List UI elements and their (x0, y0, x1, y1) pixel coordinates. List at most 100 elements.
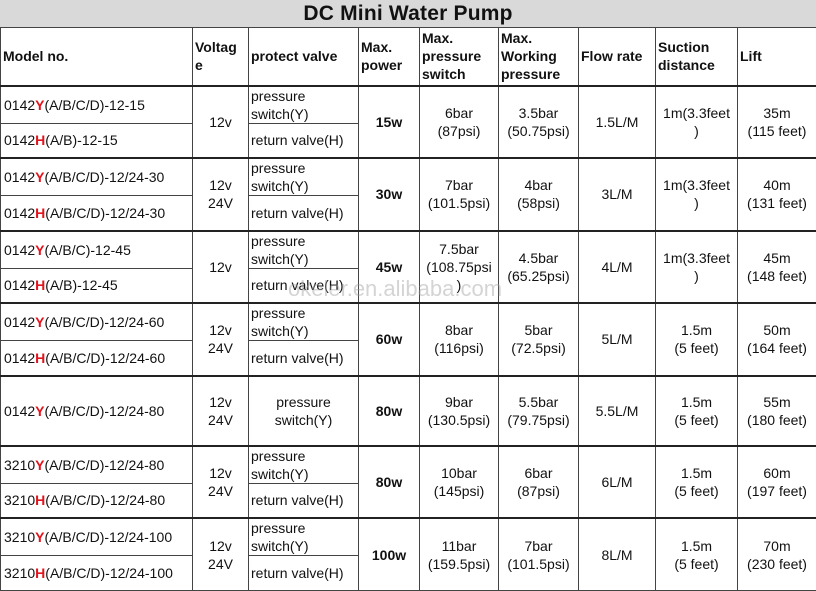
model-cell: 3210H(A/B/C/D)-12/24-100 (1, 556, 193, 591)
model-cell: 0142H(A/B/C/D)-12/24-30 (1, 196, 193, 231)
suction-cell: 1.5m (5 feet) (656, 518, 738, 591)
spec-table: Model no. Voltag e protect valve Max. po… (0, 27, 816, 591)
model-suffix: (A/B/C/D)-12/24-30 (45, 205, 165, 221)
model-suffix: (A/B/C/D)-12/24-80 (45, 492, 165, 508)
power-cell: 30w (359, 158, 420, 231)
power-cell: 60w (359, 303, 420, 376)
model-type-letter: Y (35, 242, 44, 258)
model-cell: 0142Y(A/B/C/D)-12/24-60 (1, 303, 193, 341)
protect-valve-cell: pressure switch(Y) (249, 158, 359, 196)
power-cell: 100w (359, 518, 420, 591)
voltage-cell: 12v (193, 231, 249, 304)
suction-cell: 1.5m (5 feet) (656, 303, 738, 376)
model-prefix: 0142 (4, 350, 35, 366)
model-cell: 3210Y(A/B/C/D)-12/24-100 (1, 518, 193, 556)
protect-valve-cell: return valve(H) (249, 341, 359, 376)
page-title: DC Mini Water Pump (303, 2, 512, 26)
suction-cell: 1m(3.3feet ) (656, 86, 738, 159)
voltage-cell: 12v 24V (193, 158, 249, 231)
flow-rate-cell: 1.5L/M (579, 86, 656, 159)
model-suffix: (A/B/C/D)-12/24-80 (45, 403, 165, 419)
header-voltage: Voltag e (193, 28, 249, 86)
header-power: Max. power (359, 28, 420, 86)
protect-valve-cell: return valve(H) (249, 268, 359, 303)
model-type-letter: H (35, 492, 45, 508)
model-suffix: (A/B)-12-15 (45, 132, 117, 148)
model-prefix: 3210 (4, 565, 35, 581)
voltage-cell: 12v 24V (193, 518, 249, 591)
pressure-switch-cell: 7.5bar (108.75psi ) (420, 231, 499, 304)
working-pressure-cell: 6bar (87psi) (499, 446, 579, 519)
model-cell: 0142H(A/B)-12-15 (1, 123, 193, 158)
suction-cell: 1.5m (5 feet) (656, 376, 738, 446)
header-valve: protect valve (249, 28, 359, 86)
model-prefix: 0142 (4, 205, 35, 221)
lift-cell: 70m (230 feet) (738, 518, 816, 591)
voltage-cell: 12v 24V (193, 446, 249, 519)
lift-cell: 55m (180 feet) (738, 376, 816, 446)
model-prefix: 3210 (4, 492, 35, 508)
working-pressure-cell: 4bar (58psi) (499, 158, 579, 231)
model-suffix: (A/B/C/D)-12/24-60 (45, 350, 165, 366)
protect-valve-cell: return valve(H) (249, 556, 359, 591)
flow-rate-cell: 8L/M (579, 518, 656, 591)
model-prefix: 0142 (4, 314, 35, 330)
power-cell: 45w (359, 231, 420, 304)
power-cell: 80w (359, 376, 420, 446)
pressure-switch-cell: 10bar (145psi) (420, 446, 499, 519)
model-suffix: (A/B/C/D)-12/24-100 (45, 529, 173, 545)
protect-valve-cell: pressure switch(Y) (249, 231, 359, 269)
header-suction: Suction distance (656, 28, 738, 86)
model-prefix: 0142 (4, 97, 35, 113)
model-cell: 0142Y(A/B/C/D)-12/24-30 (1, 158, 193, 196)
model-cell: 0142H(A/B/C/D)-12/24-60 (1, 341, 193, 376)
model-prefix: 0142 (4, 132, 35, 148)
model-cell: 3210Y(A/B/C/D)-12/24-80 (1, 446, 193, 484)
model-suffix: (A/B/C/D)-12/24-60 (45, 314, 165, 330)
flow-rate-cell: 5.5L/M (579, 376, 656, 446)
model-prefix: 3210 (4, 457, 35, 473)
protect-valve-cell: pressure switch(Y) (249, 86, 359, 124)
model-prefix: 0142 (4, 169, 35, 185)
model-type-letter: Y (35, 314, 44, 330)
flow-rate-cell: 3L/M (579, 158, 656, 231)
model-type-letter: H (35, 277, 45, 293)
working-pressure-cell: 5.5bar (79.75psi) (499, 376, 579, 446)
pressure-switch-cell: 7bar (101.5psi) (420, 158, 499, 231)
protect-valve-cell: pressure switch(Y) (249, 303, 359, 341)
protect-valve-cell: return valve(H) (249, 483, 359, 518)
model-suffix: (A/B/C/D)-12/24-80 (45, 457, 165, 473)
model-type-letter: Y (35, 169, 44, 185)
lift-cell: 45m (148 feet) (738, 231, 816, 304)
lift-cell: 50m (164 feet) (738, 303, 816, 376)
model-prefix: 0142 (4, 403, 35, 419)
model-suffix: (A/B/C/D)-12/24-30 (45, 169, 165, 185)
model-cell: 0142Y(A/B/C/D)-12/24-80 (1, 376, 193, 446)
header-model: Model no. (1, 28, 193, 86)
model-cell: 0142Y(A/B/C)-12-45 (1, 231, 193, 269)
voltage-cell: 12v 24V (193, 303, 249, 376)
pressure-switch-cell: 6bar (87psi) (420, 86, 499, 159)
protect-valve-cell: pressure switch(Y) (249, 446, 359, 484)
model-type-letter: H (35, 205, 45, 221)
protect-valve-cell: pressure switch(Y) (249, 376, 359, 446)
model-type-letter: H (35, 132, 45, 148)
header-flow-rate: Flow rate (579, 28, 656, 86)
model-type-letter: H (35, 350, 45, 366)
working-pressure-cell: 5bar (72.5psi) (499, 303, 579, 376)
model-type-letter: Y (35, 97, 44, 113)
model-cell: 0142Y(A/B/C/D)-12-15 (1, 86, 193, 124)
lift-cell: 40m (131 feet) (738, 158, 816, 231)
header-pressure-switch: Max. pressure switch (420, 28, 499, 86)
pressure-switch-cell: 9bar (130.5psi) (420, 376, 499, 446)
model-prefix: 0142 (4, 242, 35, 258)
title-bar: DC Mini Water Pump (0, 0, 816, 28)
voltage-cell: 12v (193, 86, 249, 159)
protect-valve-cell: return valve(H) (249, 123, 359, 158)
suction-cell: 1m(3.3feet ) (656, 231, 738, 304)
